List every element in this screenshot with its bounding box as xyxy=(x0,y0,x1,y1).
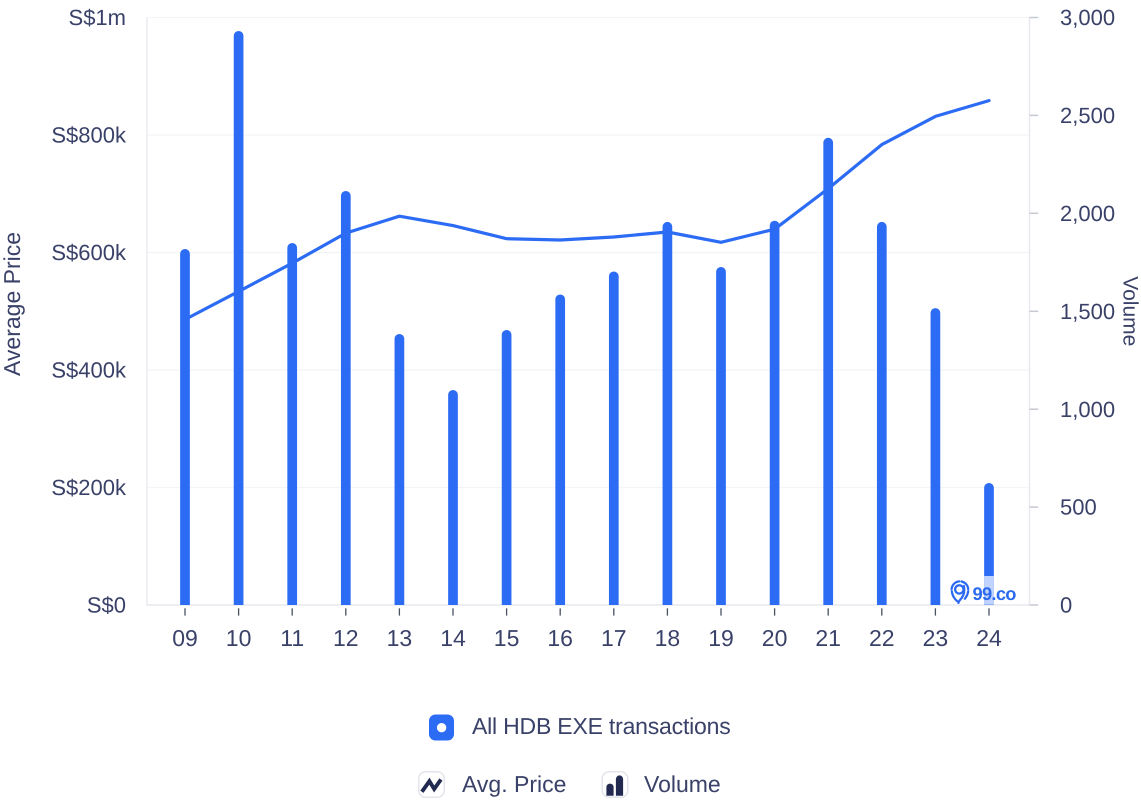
svg-text:16: 16 xyxy=(547,625,573,651)
svg-text:S$200k: S$200k xyxy=(51,475,127,500)
svg-text:20: 20 xyxy=(762,625,788,651)
svg-text:18: 18 xyxy=(655,625,681,651)
svg-text:S$1m: S$1m xyxy=(69,5,126,30)
svg-text:12: 12 xyxy=(333,625,359,651)
svg-text:22: 22 xyxy=(869,625,895,651)
svg-text:500: 500 xyxy=(1060,495,1097,520)
svg-text:15: 15 xyxy=(494,625,520,651)
svg-text:23: 23 xyxy=(923,625,949,651)
svg-text:S$0: S$0 xyxy=(87,593,126,618)
svg-text:Volume: Volume xyxy=(1119,276,1141,346)
svg-text:1,500: 1,500 xyxy=(1060,299,1115,324)
svg-text:17: 17 xyxy=(601,625,627,651)
svg-text:Avg. Price: Avg. Price xyxy=(462,771,566,797)
svg-text:3,000: 3,000 xyxy=(1060,5,1115,30)
svg-text:S$800k: S$800k xyxy=(51,123,127,148)
svg-text:2,500: 2,500 xyxy=(1060,103,1115,128)
svg-text:S$400k: S$400k xyxy=(51,358,127,383)
svg-text:11: 11 xyxy=(280,625,304,651)
svg-text:14: 14 xyxy=(440,625,466,651)
svg-text:99.co: 99.co xyxy=(973,583,1017,604)
svg-text:All HDB EXE transactions: All HDB EXE transactions xyxy=(472,713,731,739)
svg-text:24: 24 xyxy=(976,625,1002,651)
svg-text:Volume: Volume xyxy=(644,771,721,797)
svg-text:13: 13 xyxy=(387,625,413,651)
svg-text:1,000: 1,000 xyxy=(1060,397,1115,422)
svg-text:19: 19 xyxy=(708,625,734,651)
svg-text:10: 10 xyxy=(226,625,252,651)
svg-text:09: 09 xyxy=(172,625,198,651)
svg-text:S$600k: S$600k xyxy=(51,240,127,265)
svg-text:2,000: 2,000 xyxy=(1060,201,1115,226)
svg-text:Average Price: Average Price xyxy=(0,232,25,376)
svg-text:0: 0 xyxy=(1060,593,1072,618)
svg-text:21: 21 xyxy=(815,625,841,651)
